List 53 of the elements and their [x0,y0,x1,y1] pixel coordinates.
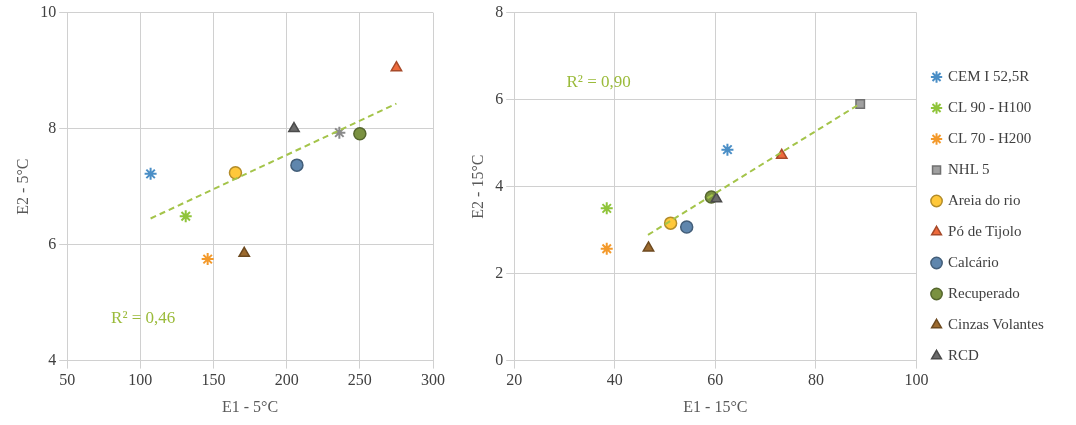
point [332,125,347,140]
annotation: R² = 0,46 [111,308,176,328]
legend-label: CEM I 52,5R [948,67,1030,84]
y-tick-label: 4 [495,176,504,194]
point [290,158,304,172]
x-tick-label: 100 [904,371,929,389]
y-axis-title: E2 - 15°C [468,154,486,219]
x-tick-label: 50 [59,371,76,389]
point [679,220,694,234]
y-tick-label: 6 [48,234,57,252]
point [238,246,251,258]
point [143,166,158,181]
x-tick-label: 100 [128,371,153,389]
point [228,165,243,180]
x-axis-title: E1 - 5°C [222,397,279,415]
x-tick-label: 20 [506,371,523,389]
point [288,121,300,133]
point [855,98,866,109]
y-axis-title: E2 - 5°C [13,158,31,215]
y-tick-label: 2 [495,263,504,281]
point [710,192,723,203]
point [178,209,193,224]
x-tick-label: 300 [421,371,445,389]
point [353,127,367,141]
y-tick-label: 10 [40,2,57,20]
point [642,241,655,252]
legend-label: CL 70 - H200 [948,129,1032,146]
x-tick-label: 150 [201,371,226,389]
y-tick-label: 8 [495,2,504,20]
y-tick-label: 0 [495,350,504,368]
legend-label: Pó de Tijolo [948,222,1022,239]
legend-label: Cinzas Volantes [948,315,1044,332]
legend-label: Areia do rio [948,191,1021,208]
x-tick-label: 200 [274,371,299,389]
legend-label: Calcário [948,253,999,270]
point [599,241,614,256]
legend-label: CL 90 - H100 [948,98,1032,115]
point [390,60,403,72]
x-tick-label: 80 [807,371,824,389]
legend-label: RCD [948,346,980,363]
x-tick-label: 60 [707,371,724,389]
y-tick-label: 4 [48,350,57,368]
legend-label: NHL 5 [948,160,990,177]
x-axis-title: E1 - 15°C [683,397,748,415]
point [200,252,215,267]
y-tick-label: 6 [495,89,504,107]
y-tick-label: 8 [48,118,57,136]
annotation: R² = 0,90 [566,71,631,91]
point [599,201,614,216]
x-tick-label: 40 [606,371,623,389]
point [720,142,735,157]
x-tick-label: 250 [347,371,372,389]
legend-label: Recuperado [948,284,1020,301]
